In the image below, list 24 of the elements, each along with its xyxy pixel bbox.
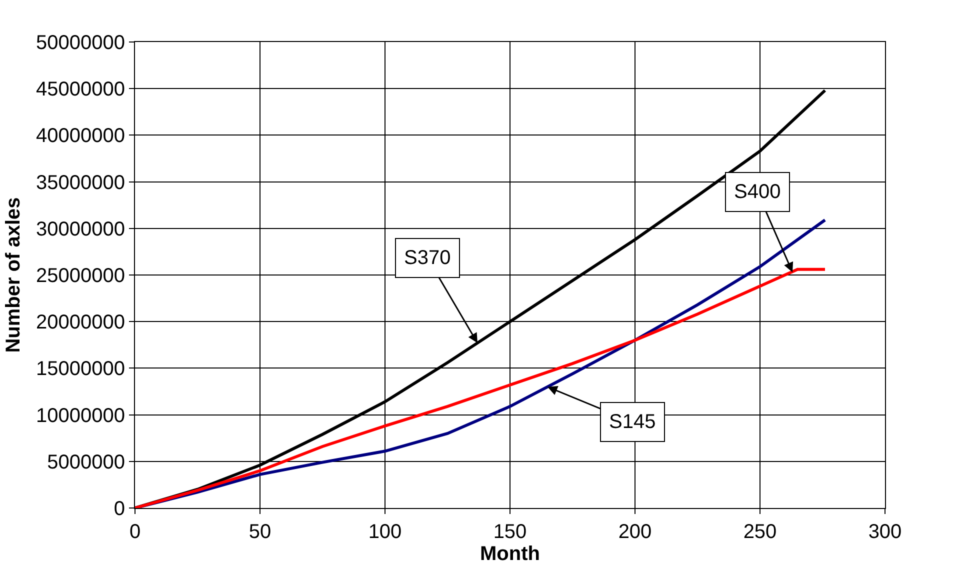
x-tick-label: 0 <box>129 521 141 543</box>
y-tick-label: 0 <box>114 498 125 520</box>
annotation: S400 <box>734 181 781 203</box>
x-tick-label: 250 <box>743 521 777 543</box>
y-tick-label: 50000000 <box>36 32 125 54</box>
x-tick-label: 300 <box>868 521 902 543</box>
x-axis-title: Month <box>480 543 540 565</box>
y-tick-label: 15000000 <box>36 358 125 380</box>
x-tick-label: 150 <box>493 521 527 543</box>
y-tick-label: 5000000 <box>47 451 125 474</box>
y-axis-title: Number of axles <box>2 197 25 353</box>
y-tick-label: 10000000 <box>36 404 125 427</box>
annotation: S145 <box>609 411 656 433</box>
y-tick-label: 30000000 <box>36 218 125 240</box>
x-tick-label: 100 <box>368 521 402 543</box>
y-tick-label: 35000000 <box>36 172 125 194</box>
y-tick-label: 45000000 <box>36 78 125 101</box>
x-tick-label: 200 <box>618 521 652 543</box>
y-tick-label: 25000000 <box>36 265 125 287</box>
x-tick-label: 50 <box>248 521 272 543</box>
line-series <box>135 268 826 508</box>
annotation: S370 <box>404 247 451 269</box>
y-tick-label: 40000000 <box>36 125 125 148</box>
y-tick-label: 20000000 <box>36 312 125 334</box>
